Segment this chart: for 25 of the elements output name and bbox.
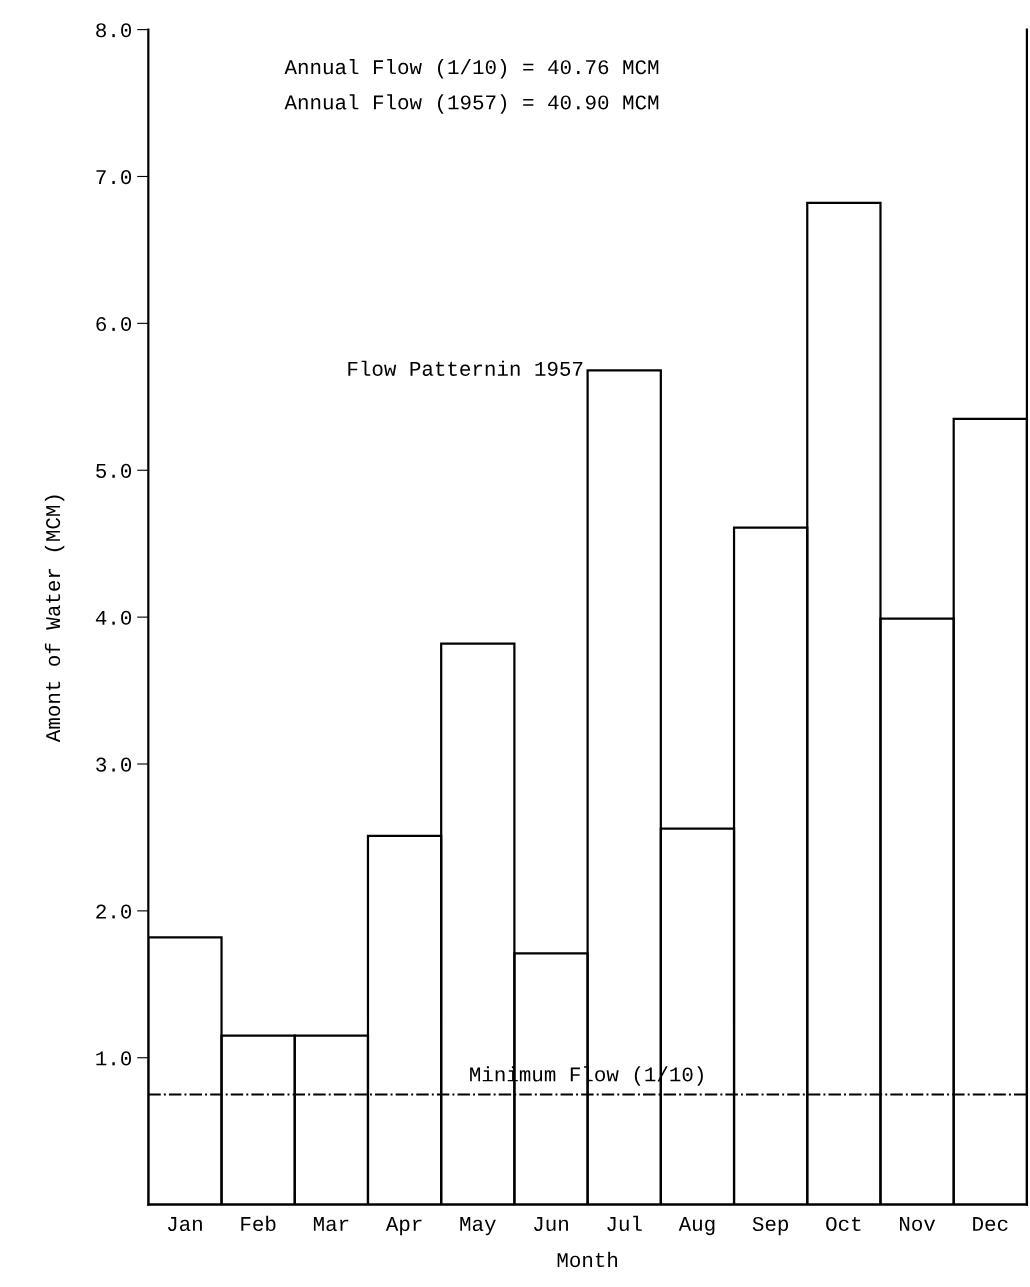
y-tick-label: 7.0	[96, 170, 132, 185]
x-tick-label: Jul	[607, 1215, 642, 1232]
annotation: Flow Patternin 1957	[348, 360, 583, 376]
x-tick-label: Dec	[973, 1217, 1008, 1232]
annotation: Annual Flow (1/10) = 40.76 MCM	[284, 58, 659, 79]
x-axis-title: Month	[557, 1251, 618, 1268]
x-tick-label: Nov	[899, 1217, 936, 1232]
annotation: Annual Flow (1957) = 40.90 MCM	[284, 94, 659, 114]
x-tick-label: Jan	[167, 1217, 202, 1232]
x-tick-label: Sep	[752, 1216, 788, 1236]
x-tick-label: Apr	[385, 1217, 422, 1236]
y-tick-label: 6.0	[96, 316, 132, 332]
y-axis-title: Amont of Water (MCM)	[44, 495, 65, 743]
x-tick-label: Mar	[313, 1217, 349, 1232]
y-tick-label: 3.0	[96, 757, 132, 772]
x-tick-label: Oct	[826, 1216, 861, 1232]
x-tick-label: Feb	[241, 1215, 276, 1232]
y-tick-label: 4.0	[95, 610, 132, 625]
y-tick-label: 5.0	[96, 463, 132, 478]
y-tick-label: 8.0	[96, 23, 132, 38]
y-tick-label: 1.0	[96, 1051, 132, 1066]
x-tick-label: Aug	[678, 1217, 715, 1236]
y-tick-label: 2.0	[96, 904, 132, 919]
x-tick-label: Jun	[534, 1217, 568, 1232]
x-tick-label: May	[460, 1217, 496, 1236]
